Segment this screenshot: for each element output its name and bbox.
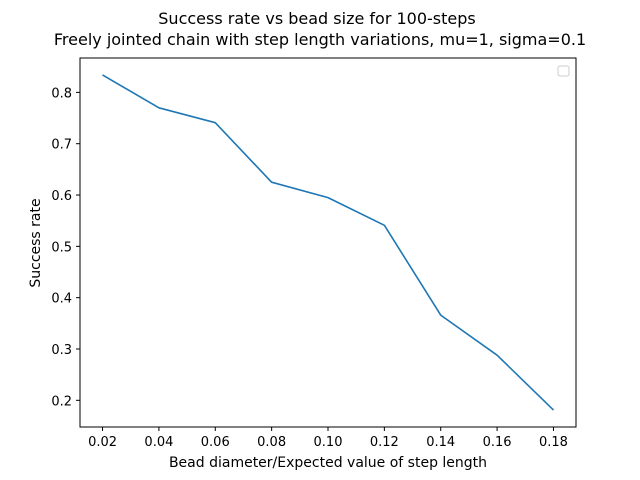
y-tick-label: 0.2 xyxy=(51,394,72,409)
y-tick-label: 0.5 xyxy=(51,240,72,255)
y-tick-label: 0.3 xyxy=(51,343,72,358)
y-tick-label: 0.8 xyxy=(51,86,72,101)
y-axis-label: Success rate xyxy=(28,198,44,287)
x-tick-label: 0.06 xyxy=(201,435,230,450)
x-tick-label: 0.10 xyxy=(314,435,343,450)
x-axis-label: Bead diameter/Expected value of step len… xyxy=(169,455,487,471)
y-tick-label: 0.6 xyxy=(51,189,72,204)
x-tick-label: 0.02 xyxy=(88,435,117,450)
x-tick-label: 0.08 xyxy=(257,435,286,450)
x-tick-label: 0.12 xyxy=(370,435,399,450)
plot-area: 0.02 0.04 0.06 0.08 0.10 0.12 0.14 0.16 0.18 0.2 0… xyxy=(51,57,577,450)
chart-title: Success rate vs bead size for 100-steps xyxy=(158,9,475,28)
series-line xyxy=(102,74,555,411)
y-tick-label: 0.4 xyxy=(51,292,72,307)
x-tick-label: 0.18 xyxy=(539,435,568,450)
x-tick-label: 0.16 xyxy=(483,435,512,450)
legend-box xyxy=(557,65,570,77)
plot-frame xyxy=(79,57,577,428)
x-tick-label: 0.04 xyxy=(144,435,173,450)
chart-subtitle: Freely jointed chain with step length va… xyxy=(54,30,586,49)
y-tick-label: 0.7 xyxy=(51,138,72,153)
x-tick-label: 0.14 xyxy=(426,435,455,450)
